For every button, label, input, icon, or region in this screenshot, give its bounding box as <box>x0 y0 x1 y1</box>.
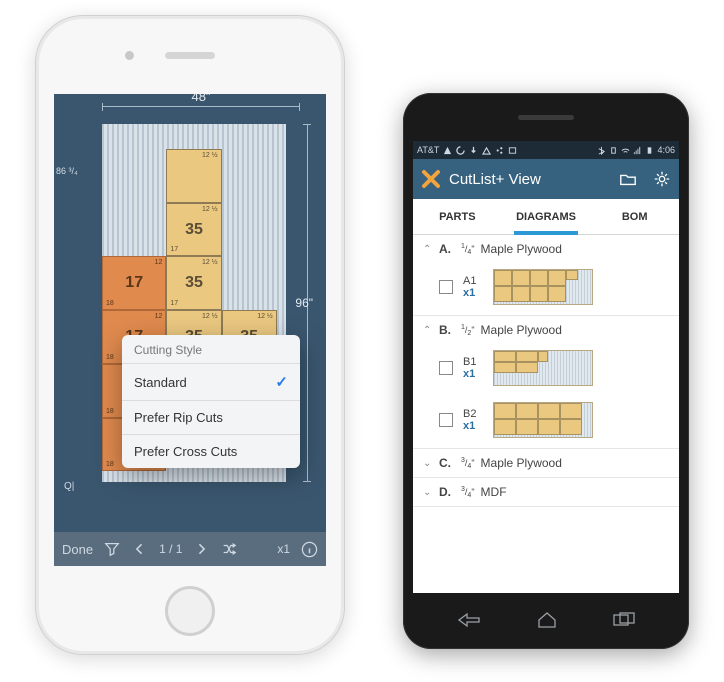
thickness-fraction: 3/4" <box>461 457 475 470</box>
entry-label: B1x1 <box>463 356 483 380</box>
material-name: Maple Plywood <box>481 456 562 470</box>
entry-label: A1x1 <box>463 275 483 299</box>
warning-icon <box>443 146 452 155</box>
group-letter: D. <box>439 485 451 499</box>
entry-checkbox[interactable] <box>439 413 453 427</box>
page-indicator: 1 / 1 <box>159 542 182 556</box>
android-tabs: PARTS DIAGRAMS BOM <box>413 199 679 235</box>
zoom-indicator: Q| <box>64 481 74 492</box>
cut-piece[interactable]: 171218 <box>102 256 166 310</box>
iphone-frame: 48" 96" 86 ³/₄ 12 ½3512 ½171712183512 ½1… <box>35 15 345 655</box>
date-icon <box>508 146 517 155</box>
material-group-header[interactable]: ⌄ D. 3/4" MDF <box>413 478 679 506</box>
android-frame: AT&T 4:06 <box>403 93 689 649</box>
material-group-header[interactable]: ⌃ A. 1/4" Maple Plywood <box>413 235 679 263</box>
material-group: ⌃ B. 1/2" Maple Plywood B1x1 B2x1 <box>413 316 679 449</box>
material-group-header[interactable]: ⌄ C. 3/4" Maple Plywood <box>413 449 679 477</box>
chevron-icon: ⌃ <box>423 325 433 336</box>
cutting-style-menu: Cutting Style Standard ✓ Prefer Rip Cuts… <box>122 335 300 468</box>
share-icon <box>495 146 504 155</box>
material-group: ⌄ D. 3/4" MDF <box>413 478 679 507</box>
vibrate-icon <box>609 146 618 155</box>
iphone-speaker <box>165 52 215 59</box>
check-icon: ✓ <box>275 373 288 391</box>
dim-side-label: 86 ³/₄ <box>56 166 78 176</box>
mini-diagram <box>493 402 593 438</box>
dim-right-label: 96" <box>295 296 313 310</box>
cut-piece[interactable]: 12 ½ <box>166 149 221 203</box>
material-name: MDF <box>481 485 507 499</box>
thickness-fraction: 3/4" <box>461 486 475 499</box>
material-group: ⌃ A. 1/4" Maple Plywood A1x1 <box>413 235 679 316</box>
mini-diagram <box>493 350 593 386</box>
iphone-home-button[interactable] <box>165 586 215 636</box>
info-icon[interactable] <box>300 540 318 558</box>
chevron-icon: ⌄ <box>423 458 433 469</box>
iphone-camera-dot <box>125 51 134 60</box>
entry-checkbox[interactable] <box>439 361 453 375</box>
android-status-bar: AT&T 4:06 <box>413 141 679 159</box>
cutting-style-title: Cutting Style <box>122 335 300 363</box>
filter-icon[interactable] <box>103 540 121 558</box>
tab-bom[interactable]: BOM <box>590 199 679 234</box>
iphone-screen: 48" 96" 86 ³/₄ 12 ½3512 ½171712183512 ½1… <box>54 94 326 566</box>
dim-top-label: 48" <box>191 94 210 104</box>
android-speaker <box>518 115 574 120</box>
chevron-icon: ⌄ <box>423 487 433 498</box>
dimension-top: 48" <box>102 106 300 122</box>
sync-icon <box>456 146 465 155</box>
nav-recent-icon[interactable] <box>612 612 636 628</box>
cut-diagram-canvas[interactable]: 48" 96" 86 ³/₄ 12 ½3512 ½171712183512 ½1… <box>54 94 326 532</box>
diagram-entry[interactable]: B1x1 <box>413 344 679 396</box>
folder-icon[interactable] <box>619 170 637 188</box>
material-name: Maple Plywood <box>481 323 562 337</box>
cutting-style-option-cross[interactable]: Prefer Cross Cuts <box>122 434 300 468</box>
cutting-style-option-rip[interactable]: Prefer Rip Cuts <box>122 400 300 434</box>
material-group-header[interactable]: ⌃ B. 1/2" Maple Plywood <box>413 316 679 344</box>
nav-home-icon[interactable] <box>536 611 558 629</box>
done-button[interactable]: Done <box>62 542 93 557</box>
carrier-label: AT&T <box>417 145 439 155</box>
android-title-bar: CutList+ View <box>413 159 679 199</box>
nav-back-icon[interactable] <box>457 611 483 629</box>
entry-checkbox[interactable] <box>439 280 453 294</box>
signal-icon <box>633 146 642 155</box>
tab-parts[interactable]: PARTS <box>413 199 502 234</box>
mini-diagram <box>493 269 593 305</box>
thickness-fraction: 1/4" <box>461 243 475 256</box>
iphone-toolbar: Done 1 / 1 x1 <box>54 532 326 566</box>
diagram-entry[interactable]: B2x1 <box>413 396 679 448</box>
diagram-entry[interactable]: A1x1 <box>413 263 679 315</box>
next-page-icon[interactable] <box>192 540 210 558</box>
clock-label: 4:06 <box>657 145 675 155</box>
bluetooth-icon <box>597 146 606 155</box>
wifi-icon <box>621 146 630 155</box>
download-icon <box>469 146 478 155</box>
group-letter: C. <box>439 456 451 470</box>
cut-piece[interactable]: 3512 ½17 <box>166 203 221 257</box>
group-letter: A. <box>439 242 451 256</box>
shuffle-icon[interactable] <box>220 540 238 558</box>
multiply-indicator: x1 <box>277 542 290 556</box>
entry-label: B2x1 <box>463 408 483 432</box>
android-screen: AT&T 4:06 <box>413 141 679 593</box>
android-nav-bar <box>403 605 689 635</box>
group-letter: B. <box>439 323 451 337</box>
app-title: CutList+ View <box>449 171 541 188</box>
prev-page-icon[interactable] <box>131 540 149 558</box>
app-logo-icon <box>421 169 441 189</box>
cut-piece[interactable]: 3512 ½17 <box>166 256 221 310</box>
chevron-icon: ⌃ <box>423 244 433 255</box>
thickness-fraction: 1/2" <box>461 324 475 337</box>
material-name: Maple Plywood <box>481 242 562 256</box>
gear-icon[interactable] <box>653 170 671 188</box>
diagrams-list[interactable]: ⌃ A. 1/4" Maple Plywood A1x1 ⌃ B. 1/2" Maple Ply… <box>413 235 679 593</box>
battery-icon <box>645 146 654 155</box>
tab-diagrams[interactable]: DIAGRAMS <box>502 199 591 234</box>
cutting-style-option-standard[interactable]: Standard ✓ <box>122 363 300 400</box>
tent-icon <box>482 146 491 155</box>
material-group: ⌄ C. 3/4" Maple Plywood <box>413 449 679 478</box>
